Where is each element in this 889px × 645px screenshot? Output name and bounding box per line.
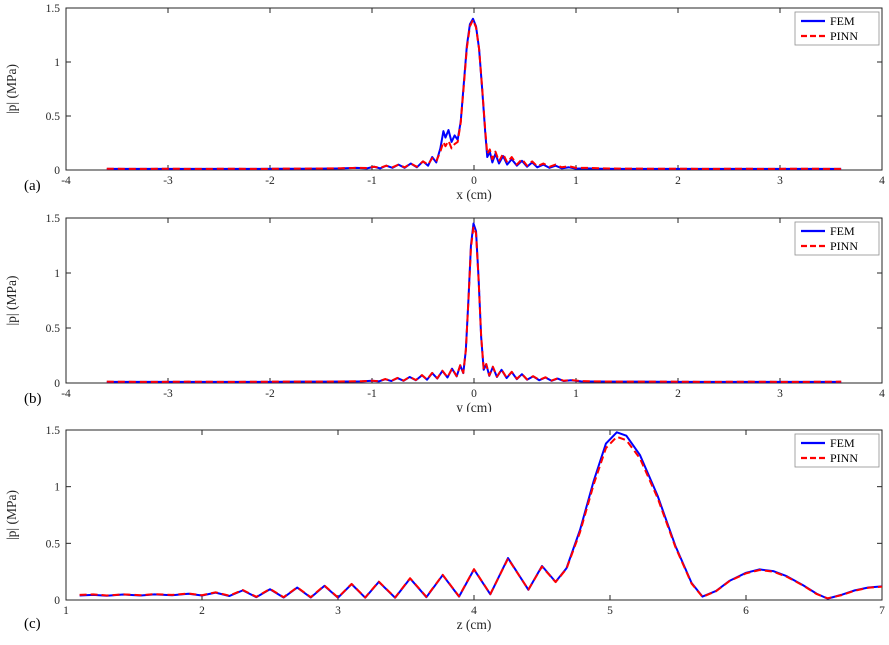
y-axis-label: |p| (MPa) <box>4 275 19 325</box>
x-tick-label: 3 <box>777 175 783 187</box>
x-tick-label: -1 <box>367 175 377 187</box>
x-tick-label: -4 <box>61 388 71 400</box>
y-tick-label: 1 <box>54 482 60 494</box>
y-tick-label: 0.5 <box>46 323 61 335</box>
legend-entry-label: FEM <box>830 14 855 28</box>
plot-border <box>65 7 883 171</box>
y-tick-label: 1.5 <box>46 213 61 225</box>
subplot-a: -4 -3 -2 -1 0 1 2 3 4 0 0.5 1 1.5 x (cm) |p| (MPa) FEM P… <box>0 0 889 205</box>
legend-entry-label: PINN <box>830 29 858 43</box>
subplot-b-label: (b) <box>24 391 42 407</box>
x-tick-label: -3 <box>163 388 173 400</box>
y-tick-label: 1 <box>54 268 60 280</box>
y-tick-label: 1.5 <box>46 425 61 437</box>
x-tick-label: 2 <box>199 605 205 617</box>
x-tick-label: 4 <box>879 175 885 187</box>
x-tick-label: -1 <box>367 388 377 400</box>
subplot-b: -4 -3 -2 -1 0 1 2 3 4 0 0.5 1 1.5 y (cm) |p| (MPa) FEM P… <box>0 205 889 412</box>
x-tick-label: 4 <box>471 605 477 617</box>
subplot-c-label: (c) <box>24 616 41 632</box>
subplot-c: 1 2 3 4 5 6 7 0 0.5 1 1.5 z (cm) |p| (MPa) FEM PINN (c… <box>0 412 889 645</box>
x-tick-label: 1 <box>573 388 579 400</box>
y-tick-label: 0 <box>54 165 60 177</box>
x-axis-label: z (cm) <box>457 617 492 632</box>
y-tick-label: 0 <box>54 378 60 390</box>
x-tick-label: 2 <box>675 175 681 187</box>
subplot-a-canvas: -4 -3 -2 -1 0 1 2 3 4 0 0.5 1 1.5 x (cm) |p| (MPa) FEMP… <box>4 3 885 202</box>
subplot-a-label: (a) <box>24 178 41 194</box>
series-FEM-line <box>106 17 842 170</box>
series-PINN-line <box>106 225 842 383</box>
x-tick-label: 2 <box>675 388 681 400</box>
series-FEM-line <box>79 431 882 600</box>
x-tick-label: 4 <box>879 388 885 400</box>
series-PINN-line <box>106 18 842 170</box>
legend-entry-label: PINN <box>830 451 858 465</box>
series-PINN-line <box>79 435 882 600</box>
legend-box <box>794 221 880 256</box>
x-tick-label: 6 <box>743 605 749 617</box>
plot-border <box>65 217 883 384</box>
legend-box <box>794 11 880 46</box>
x-tick-label: 1 <box>63 605 69 617</box>
y-tick-label: 0.5 <box>46 111 61 123</box>
legend-entry-label: FEM <box>830 436 855 450</box>
x-tick-label: 3 <box>777 388 783 400</box>
x-tick-label: 3 <box>335 605 341 617</box>
x-tick-label: -2 <box>265 175 275 187</box>
subplot-b-canvas: -4 -3 -2 -1 0 1 2 3 4 0 0.5 1 1.5 y (cm) |p| (MPa) FEMP… <box>4 213 885 412</box>
legend-entry-label: PINN <box>830 239 858 253</box>
y-tick-label: 1.5 <box>46 3 61 15</box>
x-tick-label: -2 <box>265 388 275 400</box>
x-tick-label: 7 <box>879 605 885 617</box>
x-axis-label: y (cm) <box>456 400 492 412</box>
legend-entry-label: FEM <box>830 224 855 238</box>
x-tick-label: 5 <box>607 605 613 617</box>
x-tick-label: -3 <box>163 175 173 187</box>
legend-box <box>794 433 880 468</box>
y-axis-label: |p| (MPa) <box>4 490 19 540</box>
x-tick-label: -4 <box>61 175 71 187</box>
y-axis-label: |p| (MPa) <box>4 64 19 114</box>
y-tick-label: 0.5 <box>46 538 61 550</box>
x-tick-label: 0 <box>471 175 477 187</box>
x-tick-label: 0 <box>471 388 477 400</box>
plot-border <box>65 429 883 601</box>
x-tick-label: 1 <box>573 175 579 187</box>
y-tick-label: 0 <box>54 595 60 607</box>
x-axis-label: x (cm) <box>456 187 492 202</box>
series-FEM-line <box>106 222 842 383</box>
y-tick-label: 1 <box>54 57 60 69</box>
